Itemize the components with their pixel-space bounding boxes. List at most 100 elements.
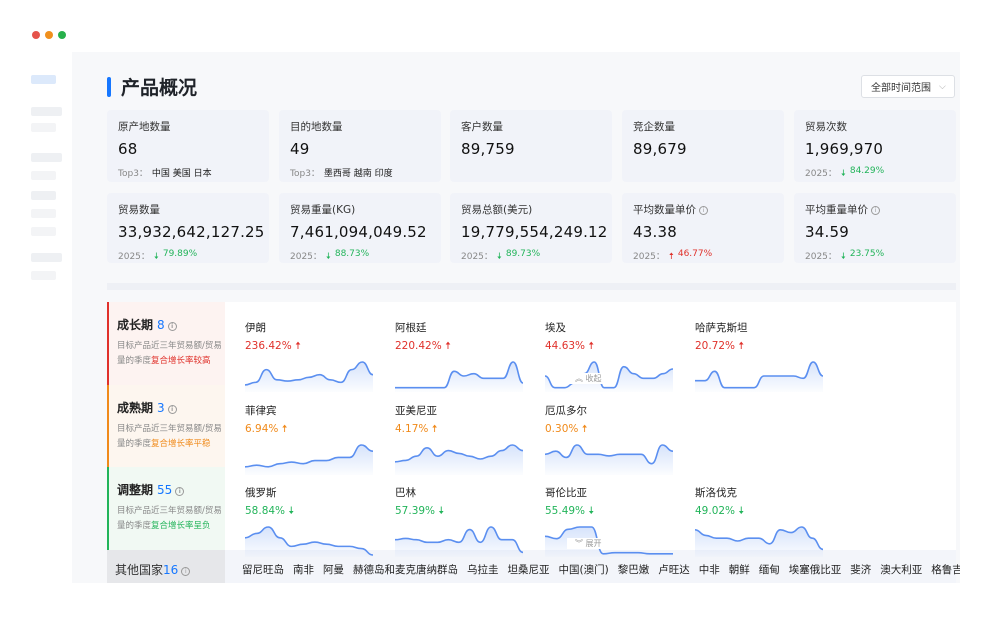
other-country[interactable]: 格鲁吉亚 (931, 564, 960, 576)
country-name: 巴林 (395, 487, 416, 499)
info-icon[interactable]: i (871, 206, 880, 215)
country-trend-card[interactable]: 哥伦比亚 55.49% 🠇 (545, 485, 675, 557)
arrow-down-icon: 🠇 (325, 252, 331, 262)
other-country[interactable]: 阿曼 (323, 564, 344, 576)
other-country[interactable]: 乌拉圭 (467, 564, 499, 576)
arrow-up-icon: 🠅 (581, 422, 588, 435)
group-title: 成长期 8 i (117, 316, 225, 333)
arrow-down-icon: 🠇 (840, 169, 846, 179)
stat-sub-label: 2025： (633, 252, 665, 262)
country-trend-card[interactable]: 埃及 44.63% 🠅 (545, 320, 675, 392)
other-country[interactable]: 黎巴嫩 (617, 564, 650, 576)
country-trend-card[interactable]: 哈萨克斯坦 20.72% 🠅 (695, 320, 825, 392)
sparkline-line (545, 526, 673, 555)
country-trend-card[interactable]: 阿根廷 220.42% 🠅 (395, 320, 525, 392)
arrow-down-icon: 🠇 (153, 252, 159, 262)
country-trend-card[interactable]: 厄瓜多尔 0.30% 🠅 (545, 403, 675, 475)
country-trend-card[interactable]: 伊朗 236.42% 🠅 (245, 320, 375, 392)
stat-card: 贸易重量(KG) 7,461,094,049.52 2025： 🠇 88.73% (279, 193, 441, 263)
info-icon[interactable]: i (181, 567, 191, 576)
other-country[interactable]: 南非 (293, 564, 314, 576)
sidebar-item[interactable] (31, 253, 62, 262)
stat-value: 49 (290, 140, 310, 158)
info-icon[interactable]: i (167, 404, 177, 414)
change-value: 88.73% (334, 249, 370, 259)
stat-sub: 2025： 🠇 89.73% (461, 249, 601, 265)
lifecycle-group-2: 调整期 55 i 目标产品近三年贸易额/贸易量的季度复合增长率呈负 (107, 467, 225, 550)
title-accent-bar (107, 76, 111, 97)
sparkline-chart (545, 443, 673, 475)
other-country[interactable]: 中非 (698, 564, 720, 576)
other-country[interactable]: 缅甸 (758, 564, 780, 576)
stat-label: 平均重量单价 i (805, 202, 945, 217)
desc-text: 目标产品近三年贸易额/贸易量的季度 (117, 341, 222, 366)
arrow-up-icon: 🠅 (588, 340, 595, 352)
maximize-window-button[interactable] (58, 31, 66, 39)
sparkline-chart (395, 361, 523, 392)
country-name: 哈萨克斯坦 (695, 322, 748, 334)
group-title: 调整期 55 i (117, 481, 225, 498)
sparkline-chart (245, 526, 373, 557)
change-value: 46.77% (677, 249, 713, 259)
arrow-down-icon: 🠇 (438, 505, 445, 517)
arrow-up-icon: 🠅 (431, 422, 438, 435)
stat-sub-label: 2025： (118, 252, 150, 262)
sidebar-item[interactable] (31, 271, 56, 280)
close-window-button[interactable] (32, 31, 40, 39)
other-countries-list: 留尼旺岛 南非 阿曼 赫德岛和麦克唐纳群岛 乌拉圭 坦桑尼亚 中国(澳门) 黎巴嫩 卢旺达 中非朝… (242, 562, 960, 577)
collapse-toggle[interactable]: ︽ 收起 (567, 373, 610, 384)
arrow-down-icon: 🠇 (288, 505, 295, 517)
time-range-select[interactable]: 全部时间范围 ⌵ (861, 75, 955, 98)
country-trend-card[interactable]: 斯洛伐克 49.02% 🠇 (695, 485, 825, 557)
other-country[interactable]: 中国(澳门) (558, 564, 609, 576)
sparkline-line (245, 361, 373, 386)
desc-highlight: 复合增长率平稳 (151, 438, 211, 449)
other-country[interactable]: 赫德岛和麦克唐纳群岛 (353, 564, 458, 576)
toggle-label: 展开 (585, 539, 602, 548)
sidebar-item[interactable] (31, 123, 56, 132)
other-country[interactable]: 斐济 (850, 564, 872, 576)
other-country[interactable]: 卢旺达 (658, 564, 690, 576)
sidebar-item[interactable] (31, 153, 62, 162)
change-value: 58.84% (245, 505, 286, 517)
sparkline-line (245, 526, 373, 556)
other-country[interactable]: 朝鲜 (728, 564, 750, 576)
sparkline-area (395, 444, 523, 475)
stat-sub-label: Top3： (118, 169, 148, 179)
country-trend-card[interactable]: 俄罗斯 58.84% 🠇 (245, 485, 375, 557)
country-trend-card[interactable]: 亚美尼亚 4.17% 🠅 (395, 403, 525, 475)
change-row: 4.17% 🠅 (395, 421, 525, 439)
sidebar-item[interactable] (31, 209, 56, 218)
other-country[interactable]: 埃塞俄比亚 (788, 564, 842, 576)
change-row: 236.42% 🠅 (245, 338, 375, 356)
sidebar-item[interactable] (31, 191, 56, 200)
other-countries-label: 其他国家16 i (107, 550, 225, 583)
sidebar-item-active[interactable] (31, 75, 56, 84)
sparkline-line (395, 361, 523, 389)
sparkline-area (695, 362, 823, 392)
info-icon[interactable]: i (175, 487, 185, 496)
sidebar-item[interactable] (31, 107, 62, 116)
sparkline-line (545, 361, 673, 389)
change-row: 20.72% 🠅 (695, 338, 825, 356)
country-trend-card[interactable]: 巴林 57.39% 🠇 (395, 485, 525, 557)
other-country[interactable]: 坦桑尼亚 (507, 564, 550, 576)
country-trend-card[interactable]: 菲律宾 6.94% 🠅 (245, 403, 375, 475)
stat-label-text: 平均重量单价 (805, 204, 868, 216)
group-count: 3 (157, 400, 165, 415)
stat-label-text: 贸易数量 (118, 204, 160, 216)
expand-toggle[interactable]: ︾ 展开 (567, 538, 610, 549)
info-icon[interactable]: i (699, 206, 708, 215)
sidebar-item[interactable] (31, 171, 56, 180)
other-country[interactable]: 澳大利亚 (880, 564, 923, 576)
sidebar-item[interactable] (31, 227, 56, 236)
page-title: 产品概况 (107, 73, 197, 100)
info-icon[interactable]: i (167, 322, 177, 331)
lifecycle-group-0: 成长期 8 i 目标产品近三年贸易额/贸易量的季度复合增长率较高 (107, 302, 225, 385)
group-description: 目标产品近三年贸易额/贸易量的季度复合增长率较高 (117, 339, 225, 369)
other-country[interactable]: 留尼旺岛 (242, 564, 284, 576)
stat-sub-label: Top3： (290, 169, 320, 179)
minimize-window-button[interactable] (45, 31, 53, 39)
sparkline-chart (695, 361, 823, 392)
sparkline-chart (545, 361, 673, 392)
